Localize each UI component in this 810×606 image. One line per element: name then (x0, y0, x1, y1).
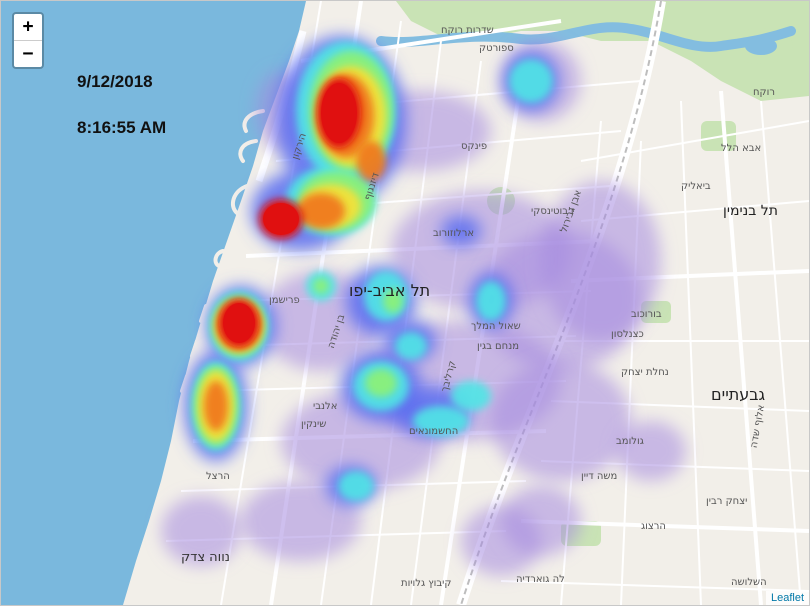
street-line (680, 100, 702, 605)
heat-cyan-blob (509, 59, 553, 103)
borochov-label: בורוכוב (631, 309, 662, 320)
rokah-label: רוקח (753, 87, 775, 98)
tel-binyamin-label: תל בנימין (723, 203, 778, 219)
heat-purple-blob (541, 181, 661, 341)
street-line (719, 90, 763, 605)
zoom-out-button[interactable]: − (14, 40, 42, 67)
heat-green-blob (383, 289, 403, 313)
heat-cyan-blob (413, 406, 469, 436)
menachem-begin-label: מנחם בגין (477, 341, 520, 352)
arlozorov-label: ארלוזורוב (433, 228, 475, 239)
heat-purple-blob (616, 421, 686, 481)
neve-tzedek-label: נווה צדק (181, 550, 230, 565)
hashlosha-label: השלושה (731, 577, 767, 588)
heat-green-blob (365, 369, 397, 397)
givatayim-label: גבעתיים (711, 385, 766, 404)
frishman-label: פרישמן (269, 295, 300, 306)
abba-hillel-label: אבא הלל (721, 143, 762, 154)
herzog-label: הרצוג (641, 521, 666, 532)
attribution: Leaflet (765, 591, 809, 605)
heat-purple-blob (161, 496, 241, 566)
heat-orange-blob (356, 141, 386, 181)
bialik-label: ביאליק (681, 181, 711, 192)
heat-red-core (223, 303, 255, 343)
heat-purple-blob (241, 481, 361, 561)
heatmap-layer (161, 36, 686, 576)
katznelson-label: כצנלסון (611, 329, 644, 340)
jabotinsky-label: ז'בוטינסקי (531, 206, 575, 217)
shaul-hamelech-label: שאול המלך (471, 321, 521, 332)
park-lake (745, 37, 777, 55)
pinkas-label: פינקס (461, 141, 488, 152)
heat-cyan-blob (395, 332, 427, 360)
herzl-label: הרצל (206, 471, 230, 482)
time-label: 8:16:55 AM (77, 118, 167, 137)
allenby-label: אלנבי (313, 401, 338, 412)
heat-purple-blob (501, 486, 581, 556)
hashmonaim-label: החשמונאים (409, 426, 459, 437)
zoom-control: + − (12, 12, 44, 69)
heat-orange-blob (297, 193, 345, 229)
heat-red-core (263, 203, 299, 235)
date-label: 9/12/2018 (77, 72, 153, 91)
sea-area (1, 1, 306, 605)
sheinkin-label: שינקין (301, 419, 327, 430)
street-line (500, 580, 809, 592)
yitzhak-rabin-label: יצחק רבין (706, 496, 748, 507)
street-line (580, 120, 809, 162)
moshe-dayan-label: משה דיין (581, 471, 618, 482)
leaflet-link[interactable]: Leaflet (770, 592, 804, 604)
heat-cyan-blob (451, 381, 491, 411)
heat-blue-blob (441, 216, 481, 246)
heat-cyan-blob (476, 281, 506, 321)
sportek-label: ספורטק (479, 43, 514, 54)
heat-green-blob (313, 278, 329, 294)
heat-orange-blob (204, 381, 228, 431)
kibbutz-galuyot-label: קיבוץ גלויות (401, 578, 452, 589)
heat-red-core (321, 83, 357, 143)
zoom-in-button[interactable]: + (22, 16, 34, 37)
golomb-label: גולומב (616, 436, 644, 447)
la-guardia-label: לה גוארדיה (516, 574, 565, 585)
street-line (760, 100, 802, 605)
heat-purple-blob (491, 361, 631, 481)
nahalat-yitzhak-label: נחלת יצחק (621, 367, 669, 378)
heat-cyan-blob (338, 471, 374, 501)
city-label: תל אביב-יפו (349, 281, 431, 300)
rokah-blvd-label: שדרות רוקח (441, 25, 494, 36)
